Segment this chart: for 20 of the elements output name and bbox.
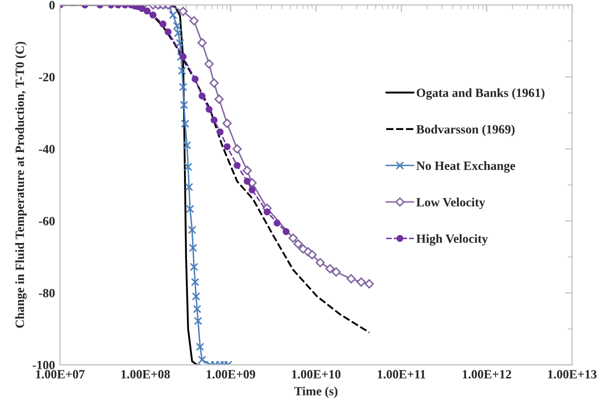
y-tick-label: 0: [49, 0, 55, 10]
x-tick-label: 1.00E+13: [548, 370, 597, 379]
legend-label: Low Velocity: [416, 198, 486, 210]
legend-label: High Velocity: [416, 234, 488, 246]
legend-label: Ogata and Banks (1961): [416, 88, 544, 100]
y-tick-label: -60: [38, 216, 55, 226]
x-tick-label: 1.00E+07: [36, 370, 85, 379]
y-tick-label: -100: [32, 360, 55, 370]
y-tick-label: -80: [38, 288, 55, 298]
x-tick-label: 1.00E+09: [206, 370, 256, 379]
x-tick-label: 1.00E+12: [462, 370, 512, 379]
legend-label: No Heat Exchange: [416, 161, 516, 173]
x-tick-label: 1.00E+11: [378, 370, 426, 379]
y-axis-title: Change in Fluid Temperature at Production, T-T0 (C): [15, 42, 27, 328]
x-tick-label: 1.00E+08: [121, 370, 170, 379]
x-tick-label: 1.00E+10: [292, 370, 340, 379]
x-axis-title: Time (s): [294, 386, 338, 398]
y-tick-label: -20: [38, 72, 55, 82]
y-tick-label: -40: [38, 144, 55, 154]
legend-label: Bodvarsson (1969): [416, 124, 515, 136]
